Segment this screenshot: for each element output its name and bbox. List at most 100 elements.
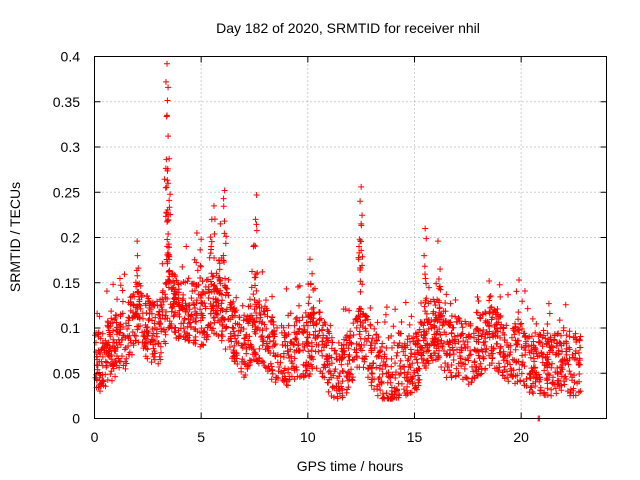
data-point	[256, 304, 263, 311]
data-point	[306, 331, 313, 338]
y-tick-label: 0	[72, 411, 80, 427]
data-point	[334, 395, 341, 402]
data-point	[442, 299, 449, 306]
data-point	[329, 384, 336, 391]
data-point	[438, 337, 445, 344]
data-point	[268, 367, 275, 374]
data-point	[197, 343, 204, 350]
data-point	[308, 306, 315, 313]
data-point	[260, 308, 267, 315]
data-point	[344, 361, 351, 368]
data-point	[448, 330, 455, 337]
data-point	[299, 314, 306, 321]
data-point	[252, 271, 259, 278]
data-point	[239, 302, 246, 309]
data-point	[194, 328, 201, 335]
chart-title: Day 182 of 2020, SRMTID for receiver nhi…	[216, 20, 480, 36]
data-point	[560, 340, 567, 347]
data-point	[177, 325, 184, 332]
data-point	[373, 336, 380, 343]
data-point	[528, 384, 535, 391]
data-point	[254, 269, 261, 276]
data-point	[393, 394, 400, 401]
data-point	[504, 291, 511, 298]
data-point	[438, 364, 445, 371]
data-point	[353, 346, 360, 353]
data-point	[233, 294, 240, 301]
data-point	[393, 352, 400, 359]
data-point	[409, 375, 416, 382]
data-point	[474, 309, 481, 316]
data-point	[350, 356, 357, 363]
data-point	[263, 305, 270, 312]
data-point	[558, 364, 565, 371]
data-point	[396, 371, 403, 378]
data-point	[165, 277, 172, 284]
data-point	[530, 373, 537, 380]
data-point	[432, 302, 439, 309]
data-point	[248, 284, 255, 291]
data-point	[475, 332, 482, 339]
data-point	[241, 335, 248, 342]
data-point	[191, 256, 198, 263]
data-point	[536, 331, 543, 338]
data-point	[515, 337, 522, 344]
data-point	[384, 394, 391, 401]
data-point	[148, 359, 155, 366]
data-point	[391, 339, 398, 346]
data-point	[373, 332, 380, 339]
data-point	[243, 316, 250, 323]
data-point	[252, 323, 259, 330]
data-point	[513, 288, 520, 295]
data-point	[186, 302, 193, 309]
data-point	[162, 315, 169, 322]
data-point	[379, 390, 386, 397]
data-point	[253, 357, 260, 364]
data-point	[353, 315, 360, 322]
data-point	[279, 376, 286, 383]
data-point	[296, 302, 303, 309]
data-point	[532, 382, 539, 389]
data-point	[405, 369, 412, 376]
data-point	[497, 324, 504, 331]
data-point	[244, 365, 251, 372]
gridlines	[94, 56, 607, 419]
data-point	[320, 322, 327, 329]
data-point	[300, 347, 307, 354]
data-point	[217, 220, 224, 227]
data-point	[327, 322, 334, 329]
data-point	[368, 347, 375, 354]
data-point	[280, 324, 287, 331]
data-point	[182, 300, 189, 307]
data-point	[448, 374, 455, 381]
data-point	[324, 326, 331, 333]
data-point	[508, 367, 515, 374]
data-point	[246, 333, 253, 340]
data-point	[236, 314, 243, 321]
data-point	[230, 325, 237, 332]
data-point	[341, 336, 348, 343]
data-point	[207, 310, 214, 317]
data-point	[338, 385, 345, 392]
data-point	[495, 360, 502, 367]
data-point	[202, 305, 209, 312]
data-point	[517, 321, 524, 328]
data-point	[283, 381, 290, 388]
data-point	[480, 311, 487, 318]
data-point	[501, 363, 508, 370]
data-point	[231, 342, 238, 349]
data-point	[168, 308, 175, 315]
data-point	[545, 300, 552, 307]
data-point	[381, 395, 388, 402]
data-point	[521, 287, 528, 294]
data-point	[179, 263, 186, 270]
data-point	[253, 287, 260, 294]
data-point	[516, 326, 523, 333]
data-point	[292, 316, 299, 323]
data-point	[569, 374, 576, 381]
data-point	[184, 334, 191, 341]
data-point	[418, 299, 425, 306]
data-point	[462, 374, 469, 381]
data-point	[166, 197, 173, 204]
